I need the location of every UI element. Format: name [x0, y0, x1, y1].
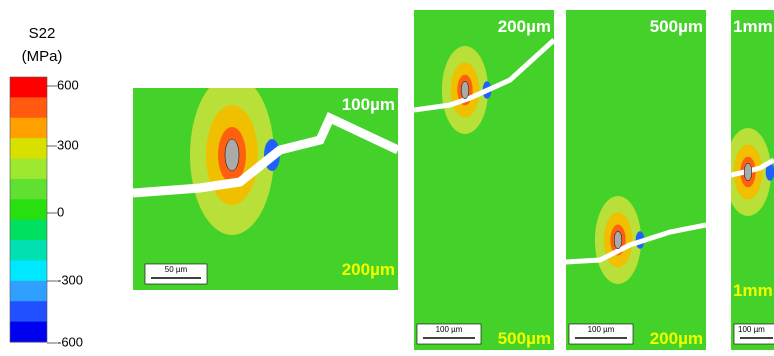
crack: [133, 111, 398, 198]
top-label: 500µm: [650, 17, 703, 36]
color-band: [10, 77, 47, 98]
crack: [566, 222, 706, 265]
panel: 1mm 1mm 100 µm: [731, 10, 774, 350]
top-label: 200µm: [498, 17, 551, 36]
scale-bar-label: 100 µm: [738, 325, 765, 334]
top-label: 100µm: [342, 95, 395, 114]
top-label: 1mm: [733, 17, 773, 36]
scale-bar-box: [144, 263, 208, 285]
color-band: [10, 138, 47, 160]
crack-tip: [613, 230, 623, 250]
tick-label: -300: [57, 272, 83, 287]
scale-bar-label: 100 µm: [436, 325, 463, 334]
colorbar-frame: [9, 76, 48, 343]
tick-label: -600: [57, 334, 83, 349]
scale-bar-box: [733, 323, 774, 345]
colorbar-ticks: 600 300 0 -300 -600: [47, 77, 83, 349]
panel: 100µm 200µm 50 µm: [133, 88, 398, 290]
panel: 500µm 200µm 100 µm: [566, 10, 706, 350]
bottom-label: 200µm: [342, 260, 395, 279]
color-band: [10, 117, 47, 139]
bottom-label: 500µm: [498, 329, 551, 348]
crack: [414, 38, 554, 113]
color-band: [10, 240, 47, 261]
panel: 200µm 500µm 100 µm: [414, 10, 554, 350]
crack-tip: [224, 138, 240, 172]
color-band: [10, 178, 47, 200]
scale-bar-box: [416, 323, 482, 345]
color-band: [10, 158, 47, 180]
stress-zone: [765, 163, 774, 181]
bottom-label: 1mm: [733, 281, 773, 300]
colorbar: [9, 76, 48, 343]
color-band: [10, 301, 47, 323]
color-band: [10, 219, 47, 241]
scale-bar-box: [568, 323, 634, 345]
color-band: [10, 199, 47, 221]
crack-tip: [743, 162, 753, 182]
scale-bar-label: 100 µm: [588, 325, 615, 334]
scale-bar-label: 50 µm: [165, 265, 188, 274]
crack: [731, 157, 774, 178]
tick-label: 0: [57, 204, 64, 219]
crack-tip: [460, 80, 470, 100]
bottom-label: 200µm: [650, 329, 703, 348]
color-band: [10, 260, 47, 282]
tick-label: 300: [57, 137, 79, 152]
tick-label: 600: [57, 77, 79, 92]
panel-bg: [566, 10, 706, 350]
legend-unit: (MPa): [22, 48, 63, 65]
color-band: [10, 97, 47, 119]
color-band: [10, 321, 47, 343]
color-band: [10, 280, 47, 302]
legend-title: S22: [29, 25, 56, 42]
